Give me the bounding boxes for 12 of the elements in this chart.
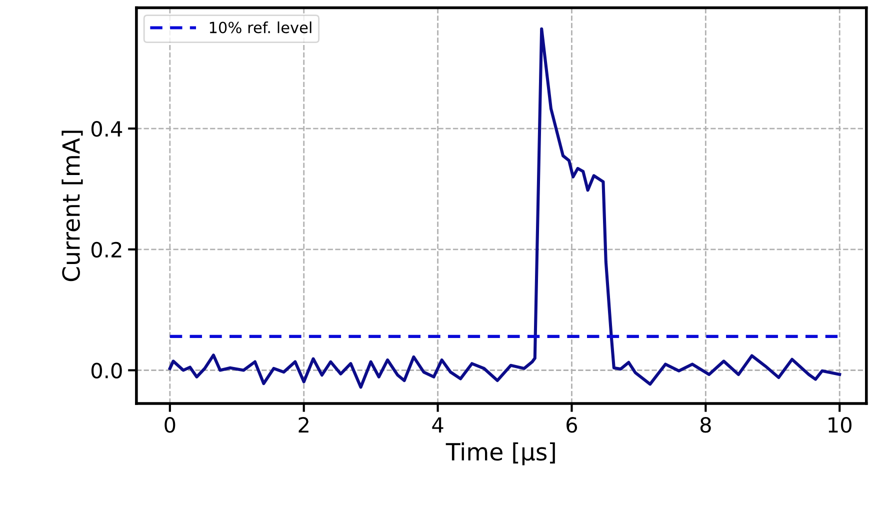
x-tick-label: 2 xyxy=(298,417,308,433)
legend-label: 10% ref. level xyxy=(210,21,312,34)
y-tick-label: 0.0 xyxy=(91,362,122,378)
x-tick-label: 0 xyxy=(164,417,176,433)
y-tick-label: 0.4 xyxy=(91,121,122,137)
x-axis-title: Time [μs] xyxy=(446,442,555,466)
x-tick-label: 4 xyxy=(432,417,444,433)
y-tick-label: 0.2 xyxy=(91,242,122,258)
x-tick-label: 6 xyxy=(566,417,578,433)
y-axis-title: Current [mA] xyxy=(62,130,83,282)
x-tick-label: 8 xyxy=(700,417,711,433)
x-tick-label: 10 xyxy=(828,417,852,433)
